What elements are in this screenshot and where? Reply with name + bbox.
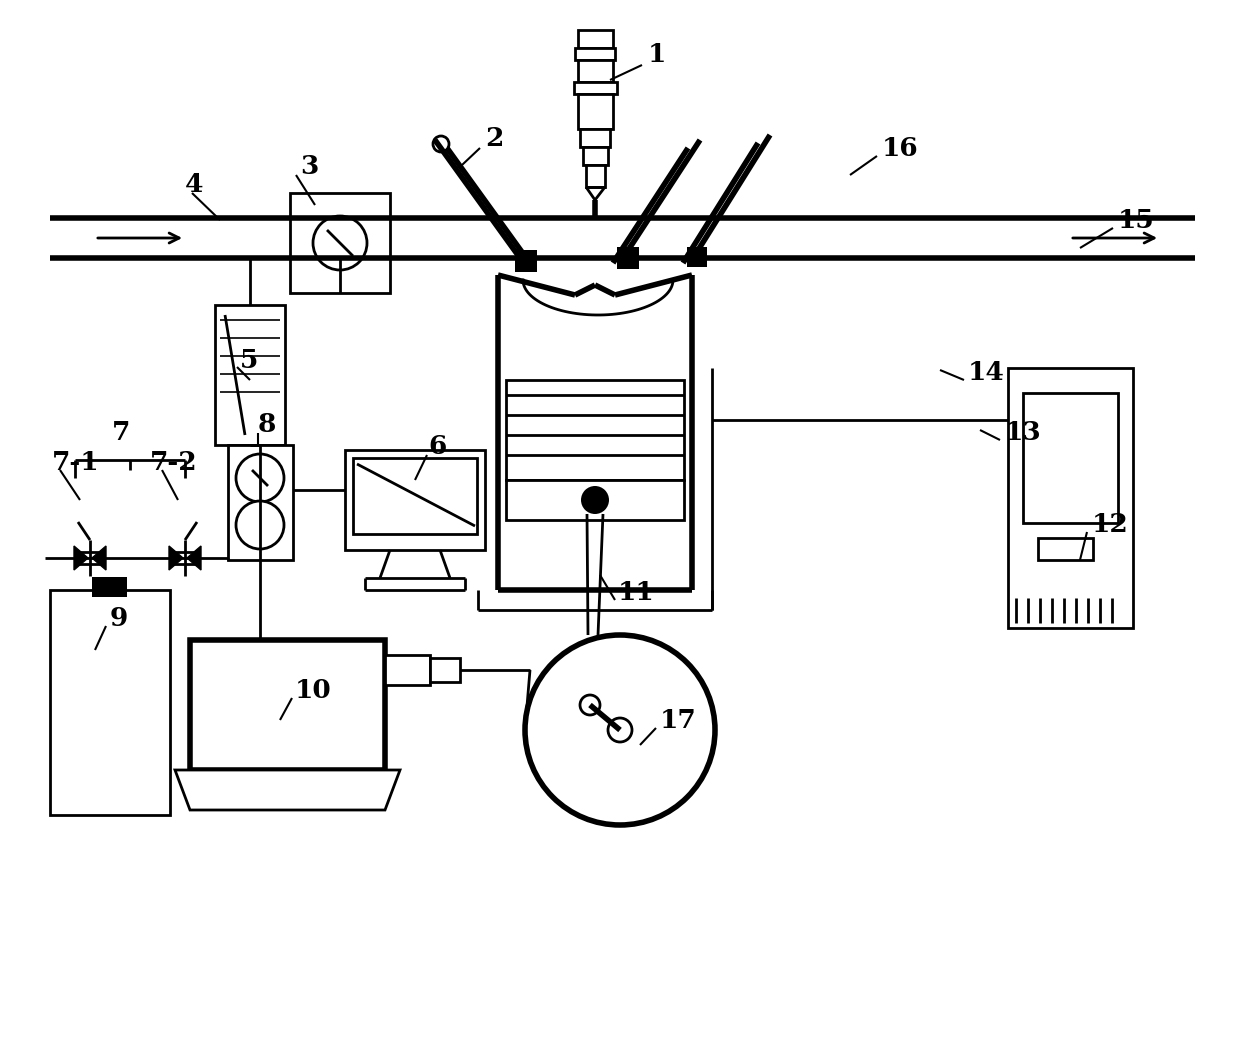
Circle shape xyxy=(582,486,609,514)
Bar xyxy=(618,247,639,269)
Text: 12: 12 xyxy=(1092,513,1128,537)
Text: 11: 11 xyxy=(618,579,655,604)
Circle shape xyxy=(580,695,600,715)
Text: 9: 9 xyxy=(110,605,128,631)
Text: 17: 17 xyxy=(660,708,697,733)
Circle shape xyxy=(236,501,284,549)
Bar xyxy=(578,60,613,82)
Text: 7: 7 xyxy=(112,419,130,444)
Text: 5: 5 xyxy=(241,347,258,373)
Text: 15: 15 xyxy=(1118,207,1154,233)
Bar xyxy=(578,94,613,130)
Bar xyxy=(353,458,477,534)
Polygon shape xyxy=(169,547,184,570)
Bar xyxy=(506,380,684,480)
Bar xyxy=(430,658,460,682)
Text: 8: 8 xyxy=(258,413,277,437)
Circle shape xyxy=(236,454,284,502)
Bar xyxy=(228,445,293,560)
Bar xyxy=(587,165,605,187)
Bar xyxy=(578,29,613,48)
Circle shape xyxy=(525,635,715,824)
Text: 6: 6 xyxy=(428,435,446,459)
Text: 3: 3 xyxy=(300,155,319,179)
Bar xyxy=(92,577,126,597)
Bar xyxy=(574,82,618,94)
Bar xyxy=(1023,393,1118,523)
Bar xyxy=(190,640,384,770)
Bar xyxy=(215,305,285,445)
Bar xyxy=(1038,538,1092,560)
Circle shape xyxy=(433,136,449,152)
Bar xyxy=(583,147,608,165)
Text: 14: 14 xyxy=(968,359,1004,384)
Polygon shape xyxy=(175,770,401,810)
Text: 4: 4 xyxy=(185,173,203,198)
Bar xyxy=(515,250,537,272)
Bar xyxy=(575,48,615,60)
Bar xyxy=(1008,367,1133,628)
Text: 1: 1 xyxy=(649,42,666,67)
Polygon shape xyxy=(187,547,201,570)
Text: 2: 2 xyxy=(485,125,503,151)
Circle shape xyxy=(608,718,632,742)
Text: 7-1: 7-1 xyxy=(52,450,99,475)
Text: 7-2: 7-2 xyxy=(150,450,197,475)
Bar xyxy=(506,480,684,520)
Bar xyxy=(290,193,391,293)
Bar xyxy=(50,590,170,815)
Text: 10: 10 xyxy=(295,677,332,702)
Text: 13: 13 xyxy=(1004,419,1042,444)
Bar xyxy=(580,130,610,147)
Text: 16: 16 xyxy=(882,136,919,160)
Circle shape xyxy=(312,216,367,270)
Bar xyxy=(687,247,707,267)
Bar xyxy=(345,450,485,550)
Polygon shape xyxy=(92,547,105,570)
Polygon shape xyxy=(74,547,88,570)
Bar xyxy=(384,655,430,686)
